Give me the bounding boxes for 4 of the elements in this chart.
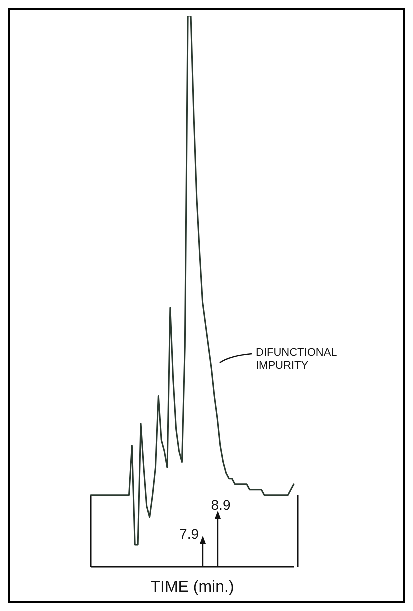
x-axis-title: TIME (min.) xyxy=(150,579,234,596)
annotation: DIFUNCTIONAL IMPURITY xyxy=(256,347,338,372)
annotation: 7.9 xyxy=(180,526,200,542)
annotation: 8.9 xyxy=(211,497,231,513)
